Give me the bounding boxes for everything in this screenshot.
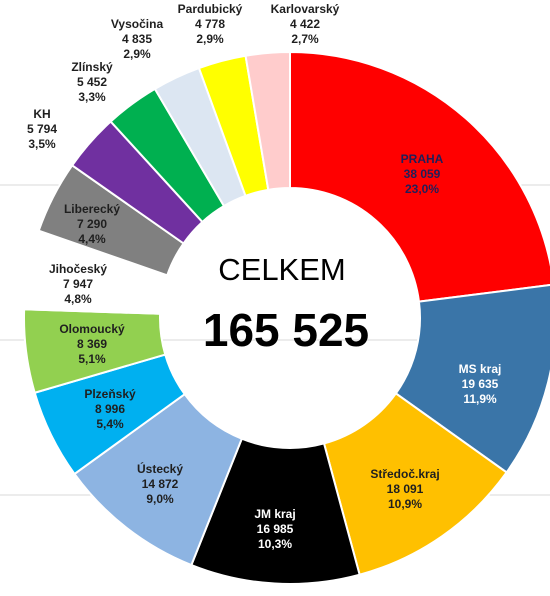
percentage-label: 10,3% (258, 537, 292, 551)
percentage-label: 10,9% (388, 497, 422, 511)
category-label: Středoč.kraj (370, 467, 439, 481)
percentage-label: 3,5% (28, 137, 56, 151)
percentage-label: 4,4% (78, 232, 106, 246)
category-label: JM kraj (254, 507, 295, 521)
percentage-label: 3,3% (78, 90, 106, 104)
percentage-label: 2,9% (123, 47, 151, 61)
value-label: 8 996 (95, 402, 125, 416)
category-label: Olomoucký (59, 322, 125, 336)
percentage-label: 11,9% (463, 392, 497, 406)
category-label: Jihočeský (49, 262, 107, 276)
value-label: 18 091 (387, 482, 424, 496)
value-label: 19 635 (462, 377, 499, 391)
category-label: Liberecký (64, 202, 120, 216)
category-label: PRAHA (401, 152, 444, 166)
percentage-label: 23,0% (405, 182, 439, 196)
percentage-label: 5,1% (78, 352, 106, 366)
category-label: KH (33, 107, 50, 121)
value-label: 14 872 (142, 477, 179, 491)
category-label: Pardubický (178, 2, 243, 16)
value-label: 8 369 (77, 337, 107, 351)
value-label: 7 947 (63, 277, 93, 291)
value-label: 4 778 (195, 17, 225, 31)
value-label: 5 452 (77, 75, 107, 89)
value-label: 4 835 (122, 32, 152, 46)
percentage-label: 2,9% (196, 32, 224, 46)
value-label: 16 985 (257, 522, 294, 536)
category-label: Ústecký (137, 461, 183, 476)
category-label: Karlovarský (271, 2, 340, 16)
percentage-label: 5,4% (96, 417, 124, 431)
slice (244, 50, 291, 191)
category-label: Plzeňský (84, 387, 136, 401)
value-label: 38 059 (404, 167, 441, 181)
percentage-label: 9,0% (146, 492, 174, 506)
center-value: 165 525 (203, 304, 369, 356)
value-label: 4 422 (290, 17, 320, 31)
center-text: CELKEM (218, 252, 345, 287)
category-label: Zlínský (71, 60, 113, 74)
value-label: 5 794 (27, 122, 57, 136)
percentage-label: 2,7% (291, 32, 319, 46)
value-label: 7 290 (77, 217, 107, 231)
category-label: MS kraj (459, 362, 502, 376)
category-label: Vysočina (111, 17, 164, 31)
slice (289, 50, 550, 303)
percentage-label: 4,8% (64, 292, 92, 306)
slices (23, 50, 550, 585)
